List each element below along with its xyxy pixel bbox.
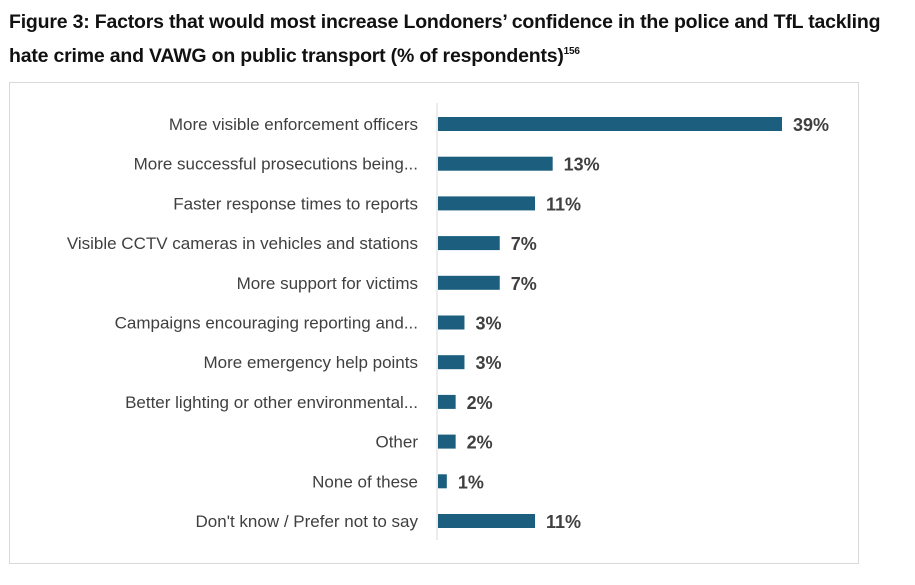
category-label: More support for victims <box>237 274 418 293</box>
chart-frame <box>9 82 859 564</box>
bar <box>438 355 465 370</box>
data-label: 3% <box>475 314 501 334</box>
bar <box>438 434 456 449</box>
bar <box>438 117 782 131</box>
bar <box>438 275 500 290</box>
bar <box>438 196 536 211</box>
bar <box>438 474 447 489</box>
category-label: More emergency help points <box>203 353 418 372</box>
bar <box>438 315 465 330</box>
data-label: 11% <box>546 194 581 214</box>
title-text: Figure 3: Factors that would most increa… <box>9 11 881 67</box>
category-label: Better lighting or other environmental..… <box>125 393 418 412</box>
category-label: None of these <box>312 472 418 491</box>
data-label: 13% <box>564 155 600 175</box>
data-label: 2% <box>467 433 493 453</box>
data-label: 7% <box>511 234 537 254</box>
bar <box>438 156 553 171</box>
category-label: More visible enforcement officers <box>169 115 418 134</box>
category-label: Visible CCTV cameras in vehicles and sta… <box>67 234 418 253</box>
data-label: 1% <box>458 472 484 492</box>
category-label: Don't know / Prefer not to say <box>196 512 419 531</box>
footnote-ref[interactable]: 156 <box>563 46 580 57</box>
data-label: 3% <box>475 353 501 373</box>
category-label: Campaigns encouraging reporting and... <box>115 314 418 333</box>
data-label: 11% <box>546 512 581 532</box>
data-label: 7% <box>511 274 537 294</box>
bar <box>438 236 500 251</box>
bar <box>438 514 536 528</box>
category-label: Faster response times to reports <box>173 194 418 213</box>
data-label: 2% <box>467 393 493 413</box>
chart-title: Figure 3: Factors that would most increa… <box>9 8 899 71</box>
category-label: More successful prosecutions being... <box>134 155 418 174</box>
data-label: 39% <box>793 115 829 135</box>
bar <box>438 394 456 409</box>
category-label: Other <box>375 433 418 452</box>
